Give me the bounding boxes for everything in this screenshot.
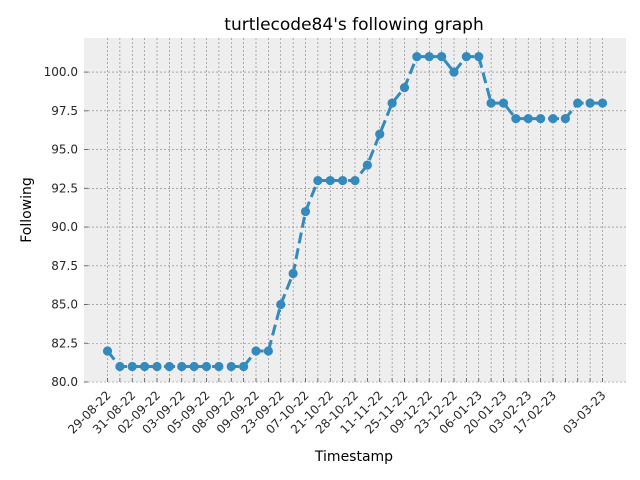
data-point [325,175,335,186]
data-point [523,113,533,124]
data-point [461,51,471,62]
data-point [573,98,583,108]
data-point [350,175,360,186]
y-tick-label: 82.5 [51,336,78,350]
data-point [288,268,298,279]
y-tick-label: 85.0 [51,298,78,312]
y-tick-label: 87.5 [51,259,78,273]
data-point [152,361,162,372]
data-point [251,346,261,356]
x-tick-label: 03-03-23 [560,388,608,436]
data-point [362,160,372,170]
data-point [597,98,608,108]
data-point [263,346,273,356]
data-point [300,206,311,217]
data-point [313,175,323,186]
y-tick-label: 100.0 [44,65,78,79]
data-point [399,82,410,93]
data-point [424,51,434,62]
y-tick-label: 95.0 [51,143,78,157]
data-point [189,361,199,372]
data-point [437,51,447,62]
x-axis-title: Timestamp [314,449,393,465]
data-point [375,129,385,139]
data-point [226,361,236,372]
data-point [449,67,459,77]
data-point [239,361,249,372]
data-point [127,361,137,372]
chart-title: turtlecode84's following graph [224,15,483,35]
data-point [548,113,558,124]
series-points [102,51,608,372]
data-point [201,361,212,372]
data-point [115,361,125,372]
y-axis-title: Following [19,177,35,243]
data-point [536,113,546,124]
data-point [338,175,348,186]
data-point [486,98,496,108]
data-point [164,361,174,372]
data-point [177,361,187,372]
x-axis-ticks [107,378,603,382]
data-point [511,113,521,124]
data-point [102,346,113,356]
data-point [585,98,595,108]
y-axis-ticks: 80.0 82.5 85.0 87.5 90.0 92.5 95.0 97.5 100.0 [44,65,88,389]
y-tick-label: 90.0 [51,220,78,234]
y-tick-label: 97.5 [51,104,78,118]
data-point [474,51,484,62]
data-point [412,51,422,62]
y-tick-label: 80.0 [51,375,78,389]
data-point [498,98,509,108]
data-point [214,361,224,372]
grid-lines [84,38,626,383]
x-axis-tick-labels: 29-08-2231-08-2202-09-2203-09-2205-09-22… [65,388,608,436]
y-tick-label: 92.5 [51,181,78,195]
data-point [387,98,397,108]
data-point [560,113,570,124]
data-point [276,299,286,310]
data-point [140,361,150,372]
